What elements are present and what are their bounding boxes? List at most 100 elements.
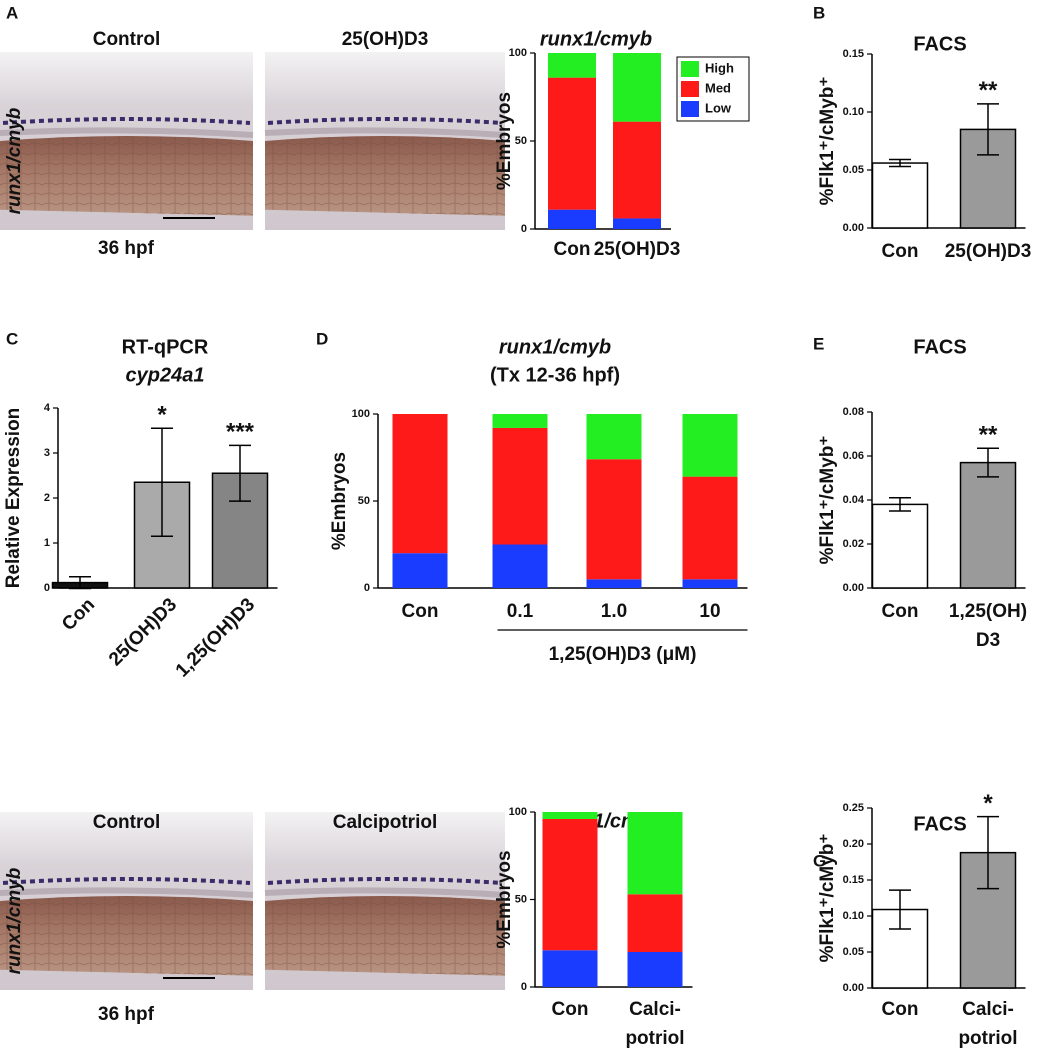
bar-segment	[613, 121, 661, 219]
bar	[871, 503, 929, 589]
x-tick-label: 1,25(OH)D3	[949, 601, 1027, 651]
x-tick-label: 0.1	[507, 601, 534, 622]
y-tick-label: 0.00	[843, 222, 864, 234]
notochord-edge	[264, 887, 506, 898]
y-tick-label: 0.10	[843, 910, 864, 922]
y-tick-label: 2	[44, 492, 50, 504]
muscle-cells	[0, 896, 253, 976]
panel-label: A	[6, 3, 18, 22]
y-tick-label: 0.04	[843, 494, 865, 506]
chart-title: FACS	[913, 336, 966, 358]
notochord-edge	[0, 887, 254, 898]
bar-segment	[627, 952, 683, 987]
stain-line	[2, 117, 251, 125]
image-ylabel: runx1/cmyb	[4, 107, 25, 214]
image-title: Control	[93, 29, 161, 50]
bar-segment	[542, 812, 598, 819]
panel-label: C	[6, 329, 18, 348]
x-tick-label: Con	[554, 239, 591, 260]
panel-label: B	[813, 3, 825, 22]
bar-segment	[586, 459, 642, 580]
legend-label: Med	[705, 80, 731, 95]
chart-title: runx1/cmyb	[499, 336, 611, 358]
bar-segment	[613, 53, 661, 122]
x-tick-label: Con	[882, 241, 919, 262]
x-tick-label: Calci-potriol	[958, 999, 1017, 1049]
y-axis-label: %Flk1⁺/cMyb⁺	[817, 77, 838, 206]
y-tick-label: 50	[358, 495, 370, 507]
y-tick-label: 0.08	[843, 406, 864, 418]
bar-segment	[548, 77, 596, 210]
bar-segment	[627, 894, 683, 952]
error-bar	[977, 447, 999, 478]
muscle-cells	[265, 136, 505, 216]
image-ylabel: runx1/cmyb	[4, 867, 25, 974]
x-tick-label: 25(OH)D3	[594, 239, 681, 260]
significance: ***	[226, 419, 255, 446]
legend-label: High	[705, 60, 734, 75]
y-tick-label: 0.06	[843, 450, 864, 462]
micrograph	[264, 812, 506, 990]
x-tick-label: 10	[699, 601, 720, 622]
stain-line	[267, 877, 503, 885]
legend-swatch	[681, 101, 699, 117]
x-tick-label: 25(OH)D3	[945, 241, 1032, 262]
y-tick-label: 1	[44, 537, 50, 549]
x-tick-label: 1,25(OH)D3	[172, 594, 259, 681]
bar-segment	[492, 544, 548, 588]
bar-segment	[542, 950, 598, 987]
error-bar	[151, 427, 173, 537]
error-bar	[229, 444, 251, 502]
notochord-edge	[264, 127, 506, 138]
y-tick-label: 0.10	[843, 106, 864, 118]
legend-swatch	[681, 61, 699, 77]
bar-segment	[586, 414, 642, 460]
stain-line	[2, 877, 251, 885]
bar-segment	[392, 553, 448, 588]
chart-title: FACS	[913, 33, 966, 55]
bar-segment	[492, 427, 548, 545]
legend-label: Low	[705, 100, 732, 115]
chart-subtitle: (Tx 12-36 hpf)	[490, 364, 620, 386]
bar-segment	[586, 579, 642, 588]
error-bar	[977, 103, 999, 156]
panel-label: E	[813, 334, 824, 353]
image-caption: 36 hpf	[98, 1004, 155, 1025]
y-tick-label: 0.00	[843, 582, 864, 594]
y-tick-label: 0.05	[843, 164, 864, 176]
significance: *	[983, 790, 993, 817]
bar	[871, 162, 929, 229]
y-axis-label: %Flk1⁺/cMyb⁺	[817, 834, 838, 963]
bar-segment	[392, 414, 448, 554]
y-tick-label: 0	[364, 582, 370, 594]
legend-swatch	[681, 81, 699, 97]
y-tick-label: 0.00	[843, 982, 864, 994]
significance: *	[157, 402, 167, 429]
y-axis-label: %Embryos	[494, 850, 515, 948]
y-axis-label: %Flk1⁺/cMyb⁺	[817, 436, 838, 565]
x-tick-label: Con	[882, 999, 919, 1020]
image-title: Control	[93, 812, 161, 833]
y-tick-label: 0	[521, 981, 527, 993]
bar-segment	[682, 414, 738, 477]
notochord-edge	[0, 127, 254, 138]
y-tick-label: 100	[509, 47, 527, 59]
y-tick-label: 4	[44, 402, 51, 414]
chart-title: FACS	[913, 813, 966, 835]
y-tick-label: 50	[515, 135, 527, 147]
x-tick-label: Con	[882, 601, 919, 622]
x-tick-label: Con	[402, 601, 439, 622]
bar-segment	[492, 414, 548, 428]
x-axis-label: 1,25(OH)D3 (μM)	[549, 644, 697, 665]
bar-segment	[613, 218, 661, 229]
error-bar	[977, 815, 999, 890]
chart-title: runx1/cmyb	[540, 28, 652, 50]
error-bar	[889, 158, 911, 168]
error-bar	[889, 497, 911, 512]
x-tick-label: Calci-potriol	[625, 999, 684, 1049]
y-tick-label: 0.02	[843, 538, 864, 550]
image-title: Calcipotriol	[333, 812, 438, 833]
image-title: 25(OH)D3	[342, 29, 429, 50]
x-tick-label: Con	[552, 999, 589, 1020]
x-tick-label: 25(OH)D3	[105, 594, 181, 670]
